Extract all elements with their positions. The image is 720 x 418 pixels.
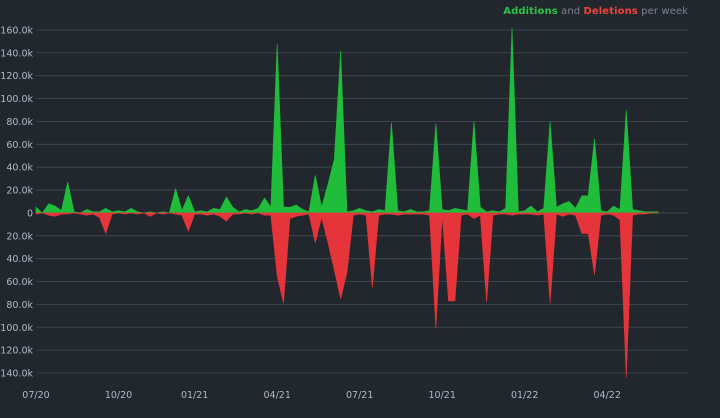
x-tick-label: 01/21 xyxy=(181,390,208,401)
y-tick-label: 140.0k xyxy=(0,369,33,380)
x-tick-label: 07/20 xyxy=(22,390,49,401)
additions-area xyxy=(35,27,659,214)
legend-deletions-label: Deletions xyxy=(583,6,638,17)
area-series xyxy=(35,27,659,378)
y-tick-label: 60.0k xyxy=(6,277,33,288)
y-tick-label: 40.0k xyxy=(6,254,33,265)
x-tick-label: 04/21 xyxy=(263,390,290,401)
x-tick-label: 10/21 xyxy=(429,390,456,401)
x-tick-label: 01/22 xyxy=(511,390,538,401)
y-tick-label: 100.0k xyxy=(0,94,33,105)
y-tick-label: 20.0k xyxy=(6,231,33,242)
grid-lines xyxy=(36,29,688,374)
y-tick-label: 120.0k xyxy=(0,346,33,357)
deletions-area xyxy=(35,212,659,378)
y-tick-label: 0 xyxy=(27,208,33,219)
x-axis-ticks: 07/20 10/20 01/21 04/21 07/21 10/21 01/22 04/22 xyxy=(22,390,621,401)
y-tick-label: 60.0k xyxy=(6,140,33,151)
legend-and-label: and xyxy=(561,6,581,17)
y-tick-label: 160.0k xyxy=(0,26,33,37)
legend-additions-label: Additions xyxy=(503,6,558,17)
x-tick-label: 07/21 xyxy=(346,390,373,401)
y-tick-label: 80.0k xyxy=(6,300,33,311)
y-tick-label: 40.0k xyxy=(6,163,33,174)
legend-suffix-label: per week xyxy=(641,6,688,17)
y-tick-label: 140.0k xyxy=(0,48,33,59)
y-tick-label: 120.0k xyxy=(0,71,33,82)
x-tick-label: 04/22 xyxy=(594,390,621,401)
y-tick-label: 80.0k xyxy=(6,117,33,128)
chart-legend: Additions and Deletions per week xyxy=(503,6,688,17)
y-axis-ticks: 160.0k 140.0k 120.0k 100.0k 80.0k 60.0k 40.0k 2… xyxy=(0,26,33,380)
y-tick-label: 100.0k xyxy=(0,323,33,334)
y-tick-label: 20.0k xyxy=(6,186,33,197)
x-tick-label: 10/20 xyxy=(105,390,132,401)
